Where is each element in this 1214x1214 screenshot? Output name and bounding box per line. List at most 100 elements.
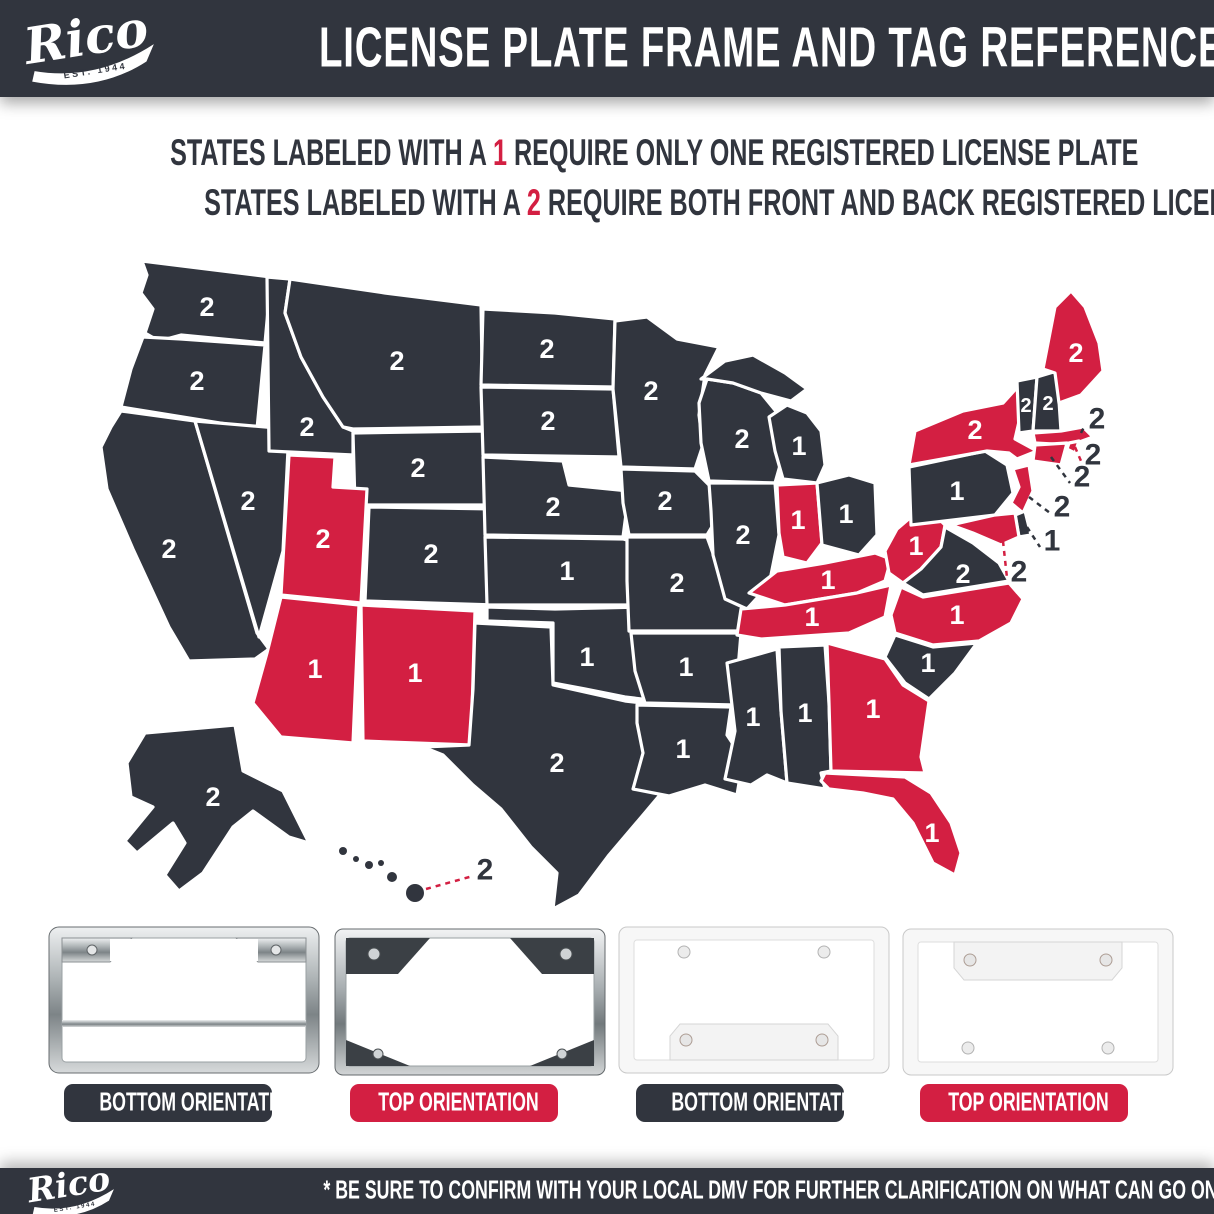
state-PA-plates-label: 1: [949, 476, 964, 506]
state-VA-plates-label: 2: [955, 559, 970, 589]
state-OR-plates-label: 2: [189, 366, 204, 396]
orientation-label-1: BOTTOM ORIENTATION: [64, 1084, 301, 1122]
state-MS-plates-label: 1: [745, 702, 760, 732]
logo-swoosh: [32, 1189, 114, 1214]
orientation-label-2: TOP ORIENTATION: [350, 1084, 558, 1122]
screw-hole: [817, 945, 831, 959]
state-OK-plates-label: 1: [579, 642, 594, 672]
state-TN: [735, 583, 893, 641]
state-HI: [339, 847, 347, 855]
state-AR-plates-label: 1: [678, 652, 693, 682]
state-UT: [279, 453, 369, 605]
state-RI-callout-line: [1073, 446, 1083, 462]
state-UT-plates-label: 2: [315, 524, 330, 554]
state-LA-plates-label: 1: [675, 734, 690, 764]
state-SC-plates-label: 1: [920, 648, 935, 678]
screw-hole: [556, 1048, 568, 1060]
state-CO-plates-label: 2: [423, 539, 438, 569]
state-OK: [485, 605, 665, 703]
state-NE-plates-label: 2: [545, 492, 560, 522]
screw-hole: [1099, 953, 1113, 967]
state-NH-plates-label: 2: [1042, 393, 1053, 415]
state-MI: [767, 403, 827, 485]
state-TN-plates-label: 1: [804, 602, 819, 632]
state-ID-plates-label: 2: [299, 412, 314, 442]
frame-image-white-bottom: [618, 926, 890, 1074]
state-NJ-plates-label: 2: [1054, 491, 1071, 524]
state-NV-plates-label: 2: [240, 486, 255, 516]
top-banner: [110, 939, 258, 961]
state-MA-plates-label: 2: [1089, 403, 1106, 436]
state-LA: [631, 703, 745, 798]
legend-line-2: STATES LABELED WITH A 2 REQUIRE BOTH FRO…: [204, 182, 1214, 224]
state-AK-plates-label: 2: [205, 782, 220, 812]
state-TX: [421, 621, 683, 911]
state-RI-plates-label: 2: [1085, 439, 1102, 472]
top-panel: [953, 941, 1123, 981]
state-NY: [907, 379, 1039, 467]
state-WI-plates-label: 2: [734, 424, 749, 454]
logo-swoosh: [32, 44, 154, 85]
banner-divider: [62, 1020, 306, 1027]
frame-image-chrome-top: [334, 928, 606, 1076]
state-NJ: [1009, 463, 1035, 515]
state-MD-plates-label: 2: [1011, 556, 1028, 589]
state-VT-plates-label: 2: [1020, 395, 1031, 417]
state-NJ-callout-line: [1028, 496, 1051, 514]
legend-num-2: 2: [526, 182, 541, 224]
state-IL-plates-label: 2: [735, 520, 750, 550]
screw-hole: [961, 1041, 975, 1055]
state-DE-plates-label: 1: [1044, 525, 1061, 558]
screw-hole: [815, 1033, 829, 1047]
state-KY-plates-label: 1: [820, 565, 835, 595]
state-GA: [825, 641, 931, 775]
frame-image-white-top: [902, 928, 1174, 1076]
state-MO-plates-label: 2: [669, 568, 684, 598]
state-HI: [406, 884, 424, 902]
state-WV-plates-label: 1: [908, 531, 923, 561]
state-WY-plates-label: 2: [410, 453, 425, 483]
page-title: LICENSE PLATE FRAME AND TAG REFERENCE: [319, 16, 1214, 80]
state-WA-plates-label: 2: [199, 292, 214, 322]
state-NC-plates-label: 1: [949, 600, 964, 630]
state-AZ: [251, 595, 361, 745]
screw-hole: [1101, 1041, 1115, 1055]
state-OH: [815, 473, 879, 557]
state-FL: [819, 771, 963, 877]
state-OH-plates-label: 1: [838, 499, 853, 529]
state-FL-plates-label: 1: [924, 818, 939, 848]
disclaimer-text: * BE SURE TO CONFIRM WITH YOUR LOCAL DMV…: [323, 1175, 1214, 1206]
state-IA-plates-label: 2: [657, 486, 672, 516]
state-MA-callout-line: [1079, 424, 1087, 434]
state-NY-plates-label: 2: [967, 415, 982, 445]
screw-hole: [270, 944, 282, 956]
state-SD-plates-label: 2: [540, 406, 555, 436]
screw-hole: [559, 947, 573, 961]
screw-hole: [677, 945, 691, 959]
state-ME-plates-label: 2: [1068, 338, 1083, 368]
state-MD-callout-line: [1001, 540, 1009, 579]
bottom-banner: [64, 1027, 304, 1060]
state-NM-plates-label: 1: [407, 658, 422, 688]
legend-num-1: 1: [492, 132, 507, 174]
frame-image-chrome-bottom: [48, 926, 320, 1074]
screw-hole: [372, 1048, 384, 1060]
rico-logo: Rico EST. 1944: [18, 4, 154, 85]
state-MT: [283, 277, 485, 431]
state-CT: [1031, 441, 1069, 467]
state-GA-plates-label: 1: [865, 694, 880, 724]
footer-bar: Rico EST. 1944 * BE SURE TO CONFIRM WITH…: [0, 1162, 1214, 1214]
legend: STATES LABELED WITH A 1 REQUIRE ONLY ONE…: [0, 128, 1214, 228]
state-VA: [901, 525, 1011, 597]
corner-tab: [346, 938, 430, 974]
state-HI: [353, 856, 359, 862]
orientation-label-3: BOTTOM ORIENTATION: [636, 1084, 873, 1122]
state-HI-callout-line: [425, 874, 474, 891]
state-AZ-plates-label: 1: [307, 654, 322, 684]
screw-hole: [679, 1033, 693, 1047]
state-HI: [365, 861, 373, 869]
header-bar: Rico EST. 1944 LICENSE PLATE FRAME AND T…: [0, 0, 1214, 97]
state-MD: [949, 511, 1021, 547]
